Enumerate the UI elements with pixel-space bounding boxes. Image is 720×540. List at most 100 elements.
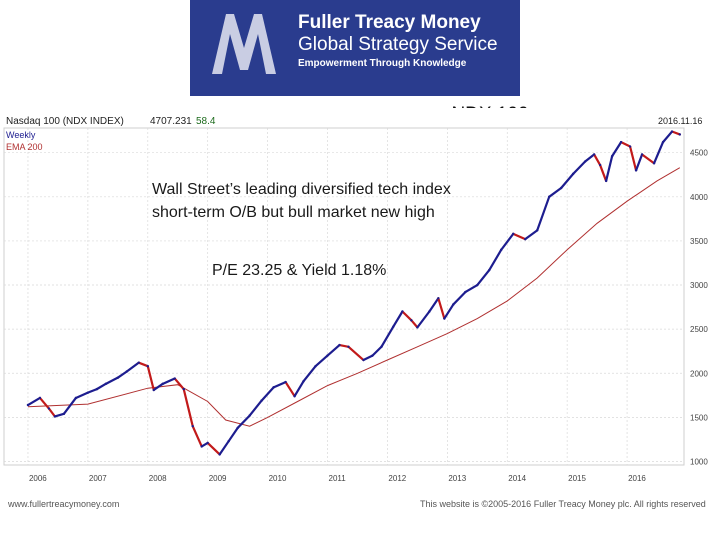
data-point-weekly: [161, 382, 164, 386]
series-segment-weekly: [236, 414, 251, 430]
annotation-line-2: short-term O/B but bull market new high: [152, 204, 435, 221]
x-tick-label: 2009: [209, 474, 227, 483]
y-tick-label: 3000: [690, 281, 708, 290]
series-segment-weekly: [86, 388, 98, 394]
y-tick-label: 4500: [690, 149, 708, 158]
logo-m-icon: [212, 14, 276, 74]
data-point-weekly: [380, 345, 383, 348]
series-segment-weekly: [524, 229, 539, 241]
series-segment-weekly: [401, 310, 413, 322]
data-point-weekly: [347, 345, 350, 348]
series-segment-weekly: [182, 388, 194, 428]
data-point-weekly: [182, 387, 185, 391]
series-segment-weekly: [452, 290, 467, 306]
data-point-weekly: [200, 445, 203, 448]
series-segment-weekly: [284, 380, 296, 398]
series-segment-weekly: [428, 297, 440, 313]
series-segment-weekly: [95, 382, 107, 391]
series-segment-weekly: [137, 361, 149, 368]
series-segment-weekly: [371, 345, 383, 357]
data-point-weekly: [678, 133, 682, 136]
series-segment-weekly: [125, 361, 140, 373]
data-point-weekly: [74, 396, 78, 400]
data-point-weekly: [452, 303, 455, 306]
series-segment-weekly: [548, 186, 563, 198]
data-point-weekly: [640, 153, 644, 156]
series-segment-weekly: [227, 426, 239, 443]
series-segment-weekly: [62, 396, 77, 415]
series-segment-weekly: [347, 345, 365, 362]
series-segment-weekly: [437, 297, 446, 320]
data-point-weekly: [86, 391, 90, 394]
x-tick-label: 2008: [149, 474, 167, 483]
data-point-weekly: [628, 145, 632, 148]
series-segment-weekly: [218, 440, 230, 456]
data-point-weekly: [476, 283, 479, 287]
series-segment-weekly: [661, 130, 674, 144]
series-segment-weekly: [116, 370, 128, 379]
data-point-weekly: [592, 153, 596, 156]
chart-header-change: 58.4: [196, 116, 216, 127]
x-tick-label: 2013: [448, 474, 466, 483]
plot-frame: [3, 127, 685, 466]
data-point-weekly: [536, 229, 539, 232]
data-point-weekly: [661, 140, 665, 144]
x-tick-label: 2011: [329, 474, 347, 483]
series-segment-weekly: [410, 319, 419, 329]
data-point-weekly: [488, 268, 491, 272]
series-segment-weekly: [338, 343, 350, 348]
legend-weekly: Weekly: [6, 130, 36, 140]
data-point-weekly: [338, 343, 341, 347]
series-segment-weekly: [488, 248, 503, 272]
series-segment-weekly: [173, 377, 185, 391]
series-segment-weekly: [560, 172, 575, 190]
series-segment-weekly: [161, 377, 176, 385]
series-segment-weekly: [314, 354, 329, 368]
series-segment-weekly: [272, 380, 287, 389]
series-segment-weekly: [593, 153, 602, 167]
series-segment-weekly: [326, 343, 341, 357]
data-point-weekly: [392, 325, 395, 328]
series-segment-weekly: [634, 153, 644, 172]
series-segment-weekly: [670, 130, 681, 136]
series-segment-weekly: [74, 391, 89, 400]
data-point-weekly: [227, 439, 230, 443]
data-point-weekly: [401, 310, 404, 313]
annotation-line-1: Wall Street’s leading diversified tech i…: [152, 181, 451, 198]
data-point-weekly: [47, 407, 51, 410]
x-tick-label: 2016: [628, 474, 646, 483]
y-tick-label: 1000: [690, 457, 708, 466]
data-point-weekly: [26, 403, 30, 407]
data-point-weekly: [443, 317, 446, 320]
series-segment-weekly: [512, 232, 527, 241]
y-tick-label: 4000: [690, 193, 708, 202]
series-line-ema-200: [27, 167, 681, 427]
series-segment-weekly: [392, 310, 404, 328]
y-tick-label: 1500: [690, 413, 708, 422]
data-point-weekly: [512, 232, 515, 236]
series-segment-weekly: [104, 376, 119, 385]
data-point-weekly: [152, 388, 155, 392]
header-banner: Fuller Treacy Money Global Strategy Serv…: [190, 0, 520, 96]
data-point-weekly: [559, 186, 563, 190]
series-segment-weekly: [572, 160, 587, 175]
x-tick-label: 2012: [388, 474, 406, 483]
series-segment-weekly: [302, 365, 317, 383]
brand-name: Fuller Treacy Money: [298, 12, 481, 33]
x-tick-label: 2010: [269, 474, 287, 483]
data-point-weekly: [206, 441, 209, 445]
series-segment-weekly: [500, 232, 515, 251]
data-point-weekly: [53, 415, 57, 418]
data-point-weekly: [634, 169, 638, 172]
data-point-weekly: [95, 387, 99, 391]
series-segment-weekly: [476, 268, 491, 287]
legend-ema-200: EMA 200: [6, 142, 43, 152]
data-point-weekly: [500, 248, 503, 251]
data-point-weekly: [670, 130, 674, 133]
x-tick-label: 2015: [568, 474, 586, 483]
data-point-weekly: [191, 424, 194, 428]
data-point-weekly: [362, 358, 365, 362]
series-segment-weekly: [619, 141, 632, 148]
data-point-weekly: [547, 195, 551, 199]
data-point-weekly: [272, 386, 275, 389]
